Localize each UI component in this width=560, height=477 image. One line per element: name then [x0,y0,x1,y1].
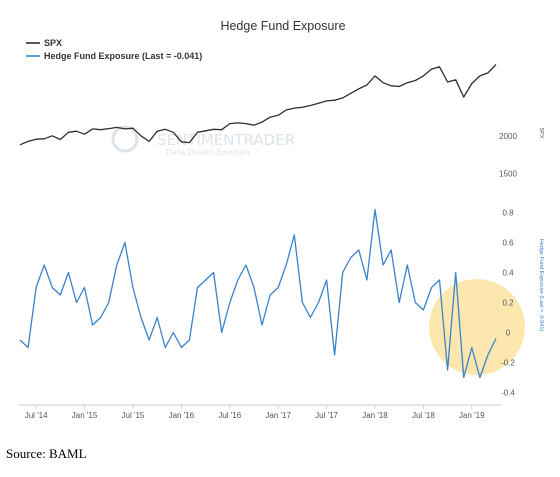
watermark-logo-icon [111,125,139,153]
legend-label-spx: SPX [44,38,62,48]
spx-series-line [19,64,497,146]
x-tick-label: Jan '18 [362,411,388,420]
x-tick-label: Jul '16 [218,411,241,420]
exposure-axis-title: Hedge Fund Exposure (Last = -0.041) [538,239,544,332]
watermark-brand: SENTIMENTRADER [157,131,295,149]
exposure-y-tick-label: 0 [506,329,511,338]
exposure-y-tick-label: -0.4 [501,389,515,398]
exposure-y-tick-label: 0.2 [502,299,514,308]
chart-legend: SPX Hedge Fund Exposure (Last = -0.041) [26,38,202,61]
spx-y-tick-label: 2000 [499,132,517,141]
exposure-y-tick-label: -0.2 [501,359,515,368]
x-axis: Jul '14 Jan '15 Jul '15 Jan '16 Jul '16 Jan '… [25,405,485,420]
x-tick-label: Jan '17 [265,411,291,420]
x-tick-label: Jul '15 [122,411,145,420]
exposure-y-tick-label: 0.6 [502,239,514,248]
chart-area: Hedge Fund Exposure SPX Hedge Fund Expos… [18,19,544,420]
source-note: Source: BAML [6,446,87,461]
watermark: SENTIMENTRADER Data Driven Emotion [111,125,295,157]
spx-y-tick-label: 1500 [499,170,517,179]
exposure-y-tick-label: 0.4 [502,269,514,278]
spx-axis-title: SPX [538,127,544,138]
exposure-series-line [19,208,497,379]
x-tick-label: Jan '16 [169,411,195,420]
watermark-tagline: Data Driven Emotion [166,148,250,157]
x-tick-label: Jul '17 [315,411,338,420]
x-tick-label: Jul '18 [412,411,435,420]
exposure-y-axis: 0.8 0.6 0.4 0.2 0 -0.2 -0.4 [501,209,515,398]
spx-y-axis: 2000 1500 [499,132,517,179]
legend-label-exposure: Hedge Fund Exposure (Last = -0.041) [44,51,202,61]
exposure-y-tick-label: 0.8 [502,209,514,218]
x-tick-label: Jul '14 [25,411,48,420]
chart-title: Hedge Fund Exposure [220,19,345,33]
x-tick-label: Jan '15 [72,411,98,420]
x-tick-label: Jan '19 [459,411,485,420]
